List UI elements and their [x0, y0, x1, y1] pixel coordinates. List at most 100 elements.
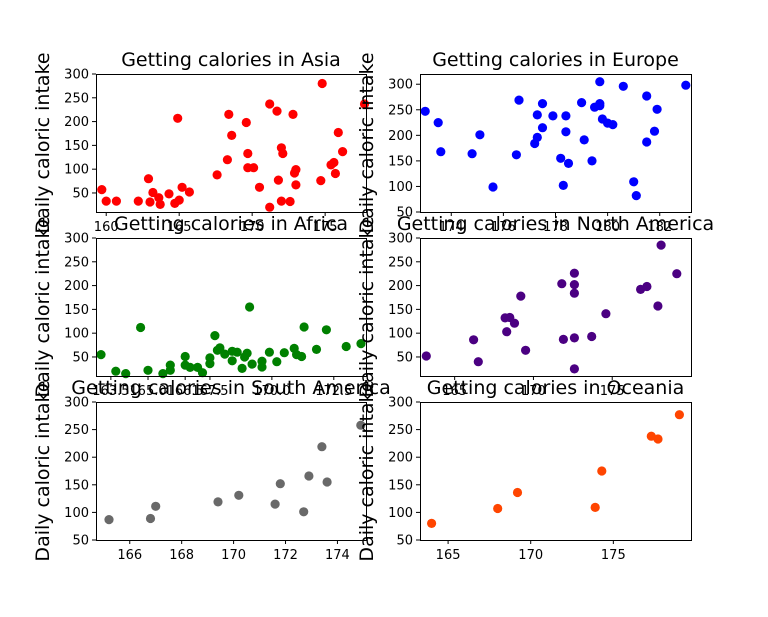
data-point [561, 111, 571, 121]
data-point [145, 197, 155, 207]
data-point [180, 351, 190, 362]
data-point [197, 368, 208, 378]
data-point [210, 331, 220, 341]
y-tick-label: 50 [72, 186, 89, 201]
data-point [177, 182, 187, 192]
y-tick-label: 250 [388, 103, 413, 118]
data-point [272, 357, 282, 367]
data-point [642, 137, 652, 147]
data-point [291, 165, 301, 175]
data-point [608, 120, 618, 130]
data-point [224, 109, 234, 119]
y-tick-label: 200 [64, 279, 89, 294]
data-point [254, 182, 265, 192]
y-tick-label: 250 [388, 423, 413, 438]
y-tick-label: 250 [388, 255, 413, 270]
data-point [338, 147, 348, 157]
y-tick-label: 150 [64, 303, 89, 318]
y-axis-label: Daily caloric intake [32, 216, 54, 397]
data-point [227, 356, 237, 366]
y-tick-label: 200 [388, 129, 413, 144]
y-tick-label: 100 [388, 180, 413, 195]
y-tick-label: 300 [388, 232, 413, 247]
data-point [569, 364, 580, 374]
data-point [569, 288, 580, 298]
data-point [151, 501, 161, 511]
data-point [427, 518, 437, 529]
data-point [558, 180, 568, 190]
data-point [420, 106, 430, 116]
y-tick-label: 300 [64, 68, 89, 83]
y-tick-label: 100 [388, 506, 413, 521]
y-tick-label: 50 [72, 350, 89, 365]
y-axis-label: Daily caloric intake [356, 216, 378, 397]
x-tick-label: 170 [240, 220, 265, 235]
data-point [521, 345, 531, 355]
data-point [215, 343, 225, 353]
data-point [270, 499, 280, 509]
data-point [174, 195, 184, 205]
data-point [148, 187, 158, 198]
y-tick-label: 300 [388, 396, 413, 411]
x-tick-label: 167.5 [191, 384, 228, 399]
y-tick-label: 100 [64, 163, 89, 178]
data-point [469, 335, 479, 345]
x-tick-label: 175 [601, 548, 626, 563]
data-point [297, 351, 307, 362]
data-point [436, 147, 446, 157]
data-point [104, 515, 114, 525]
data-point [299, 322, 309, 332]
data-point [532, 110, 542, 120]
data-point [249, 163, 259, 173]
axes-frame [420, 402, 692, 541]
data-point [143, 174, 154, 184]
data-point [212, 170, 222, 180]
data-point [299, 507, 309, 517]
data-point [237, 363, 247, 373]
data-point [227, 130, 237, 140]
y-tick-label: 200 [388, 279, 413, 294]
y-tick-label: 150 [64, 478, 89, 493]
data-point [165, 360, 175, 370]
data-point [185, 362, 195, 372]
data-point [278, 148, 288, 159]
data-point [674, 410, 685, 420]
data-point [96, 350, 106, 360]
data-point [265, 99, 275, 109]
data-point [321, 325, 331, 335]
y-axis-label: Daily caloric intake [32, 52, 54, 233]
data-point [577, 98, 587, 108]
data-point [111, 196, 121, 206]
data-point [164, 189, 174, 199]
y-tick-label: 250 [64, 91, 89, 106]
data-point [618, 81, 628, 91]
data-point [232, 347, 242, 357]
panel-title: Getting calories in North America [397, 213, 714, 235]
data-point [587, 156, 597, 166]
data-point [587, 331, 597, 342]
data-point [629, 177, 639, 187]
data-point [136, 322, 146, 333]
y-tick-label: 250 [64, 423, 89, 438]
data-point [595, 77, 605, 87]
data-point [475, 130, 485, 140]
data-point [291, 180, 301, 190]
data-point [642, 91, 652, 101]
data-point [329, 157, 339, 168]
data-point [579, 135, 589, 145]
data-point [537, 123, 548, 133]
y-tick-label: 100 [388, 327, 413, 342]
y-tick-label: 100 [64, 327, 89, 342]
data-point [264, 347, 274, 357]
data-point [649, 126, 660, 136]
data-point [563, 158, 574, 168]
x-tick-label: 175 [600, 384, 625, 399]
data-point [511, 150, 521, 160]
x-tick-label: 165 [442, 384, 467, 399]
x-tick-label: 165.0 [129, 384, 166, 399]
data-point [242, 348, 252, 358]
data-point [558, 334, 569, 344]
data-point [133, 196, 143, 206]
